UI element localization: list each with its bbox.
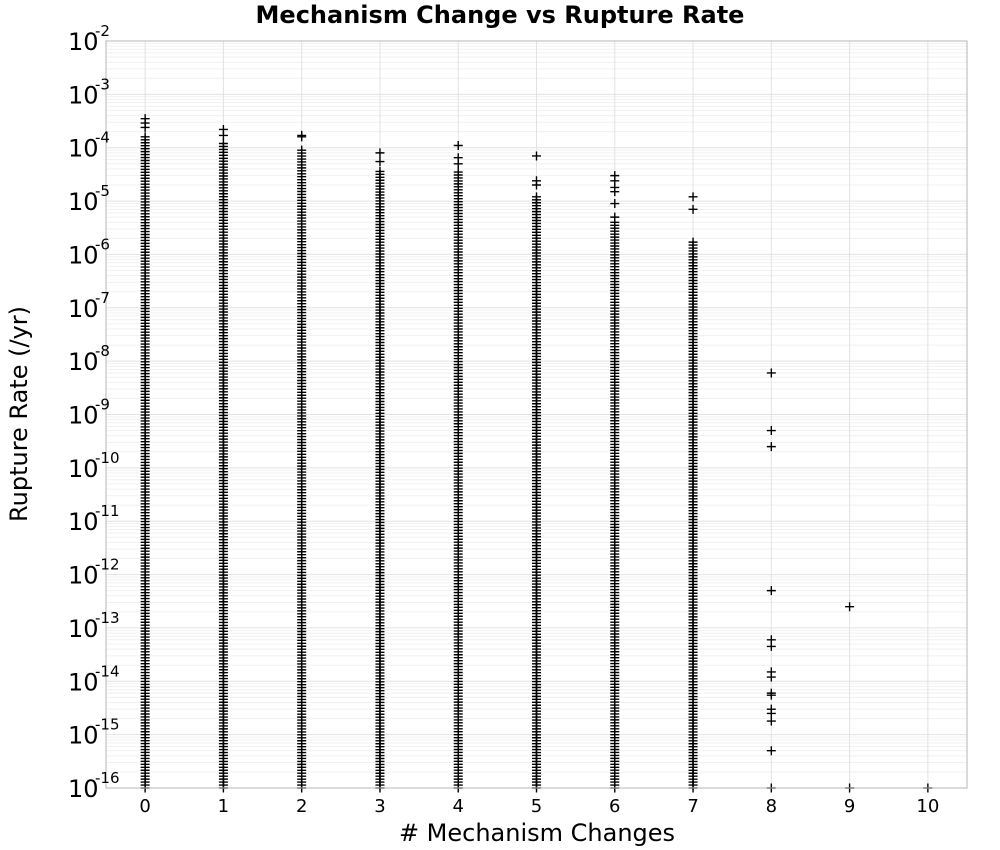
plot-frame — [105, 40, 968, 789]
chart-title: Mechanism Change vs Rupture Rate — [256, 1, 745, 29]
y-tick-label: 10 — [68, 81, 99, 109]
x-tick-label: 0 — [139, 796, 150, 817]
y-tick-exponent: -11 — [95, 502, 120, 520]
y-tick-label: 10 — [68, 348, 99, 376]
x-tick-label: 5 — [531, 796, 542, 817]
data-point — [532, 151, 541, 161]
data-point — [218, 130, 228, 140]
data-point — [375, 166, 385, 176]
data-point — [375, 157, 385, 167]
y-tick-label: 10 — [68, 668, 99, 696]
y-tick-label: 10 — [68, 508, 99, 536]
data-points — [140, 114, 933, 793]
x-tick-label: 6 — [609, 796, 620, 817]
data-point — [688, 204, 698, 214]
x-tick-label: 8 — [766, 796, 777, 817]
y-tick-label: 10 — [68, 241, 99, 269]
y-tick-exponent: -6 — [95, 235, 110, 253]
data-point — [766, 442, 776, 452]
data-point — [766, 716, 776, 726]
data-point — [766, 586, 776, 596]
data-point — [453, 167, 463, 177]
x-tick-label: 7 — [687, 796, 698, 817]
data-point — [140, 122, 150, 132]
x-tick-label: 10 — [916, 796, 939, 817]
y-tick-exponent: -5 — [95, 182, 110, 200]
data-point — [766, 690, 776, 700]
y-axis-label: Rupture Rate (/yr) — [5, 306, 33, 522]
y-tick-label: 10 — [68, 722, 99, 750]
data-point — [532, 180, 541, 190]
x-tick-label: 9 — [844, 796, 855, 817]
data-point — [453, 141, 463, 151]
data-point — [766, 672, 776, 682]
y-tick-exponent: -4 — [95, 129, 110, 147]
y-tick-label: 10 — [68, 28, 99, 56]
x-tick-label: 1 — [218, 796, 229, 817]
data-point — [610, 199, 620, 209]
data-point — [375, 148, 385, 158]
data-point — [845, 602, 855, 612]
y-tick-exponent: -13 — [95, 609, 120, 627]
y-tick-label: 10 — [68, 135, 99, 163]
x-tick-label: 2 — [296, 796, 307, 817]
y-tick-exponent: -14 — [95, 662, 120, 680]
x-tick-label: 4 — [453, 796, 464, 817]
y-tick-label: 10 — [68, 188, 99, 216]
y-tick-exponent: -16 — [95, 769, 120, 787]
data-point — [688, 237, 698, 247]
data-point — [610, 212, 620, 222]
y-tick-exponent: -8 — [95, 342, 110, 360]
y-tick-label: 10 — [68, 402, 99, 430]
data-point — [297, 145, 307, 155]
y-tick-exponent: -7 — [95, 289, 110, 307]
y-tick-label: 10 — [68, 562, 99, 590]
y-tick-exponent: -3 — [95, 75, 110, 93]
data-point — [766, 368, 776, 378]
x-axis-label: # Mechanism Changes — [399, 819, 675, 847]
y-tick-label: 10 — [68, 295, 99, 323]
data-point — [766, 746, 776, 756]
data-point — [766, 426, 776, 436]
y-tick-exponent: -15 — [95, 716, 120, 734]
y-tick-exponent: -2 — [95, 22, 110, 40]
data-point — [688, 192, 698, 202]
data-point — [532, 192, 541, 202]
data-point — [610, 187, 620, 197]
y-tick-exponent: -12 — [95, 556, 120, 574]
y-tick-labels: 10-1610-1510-1410-1310-1210-1110-1010-91… — [68, 22, 120, 803]
data-point — [453, 159, 463, 169]
data-point — [218, 138, 228, 148]
y-tick-exponent: -10 — [95, 449, 120, 467]
y-tick-exponent: -9 — [95, 396, 110, 414]
y-tick-label: 10 — [68, 455, 99, 483]
x-tick-labels: 0 1 2 3 4 5 6 7 8 9 10 — [139, 796, 939, 817]
data-point — [766, 708, 776, 718]
x-tick-label: 3 — [374, 796, 385, 817]
y-tick-label: 10 — [68, 775, 99, 803]
y-tick-label: 10 — [68, 615, 99, 643]
data-point — [297, 132, 307, 142]
data-point — [766, 641, 776, 651]
data-point — [140, 132, 150, 142]
